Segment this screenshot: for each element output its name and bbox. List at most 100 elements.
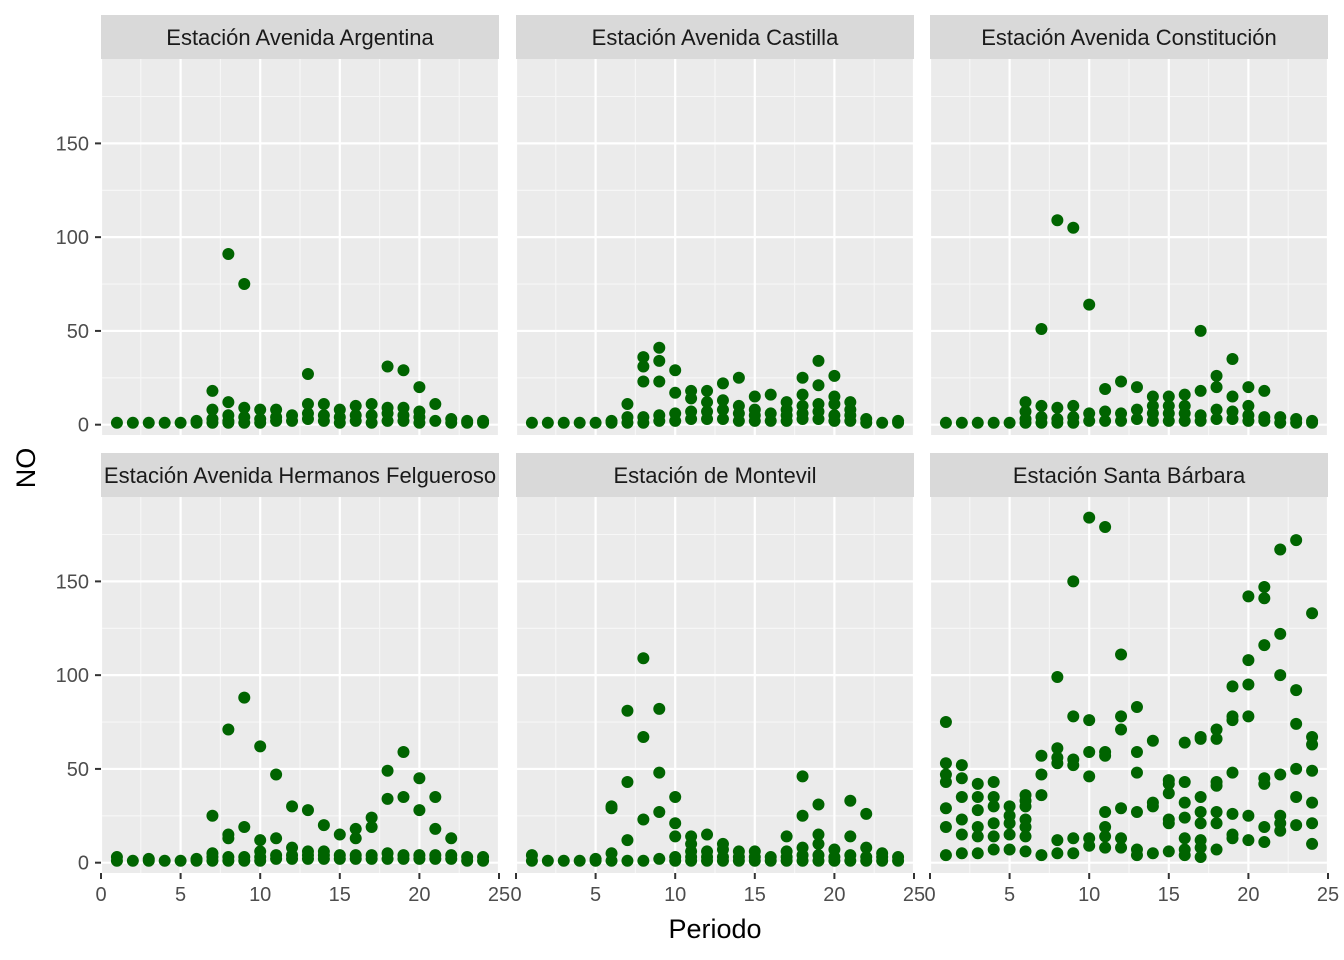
data-point — [365, 821, 378, 834]
data-point — [732, 399, 745, 412]
data-point — [1162, 390, 1175, 403]
data-point — [397, 791, 410, 804]
data-point — [413, 381, 426, 394]
data-point — [222, 828, 235, 841]
data-point — [796, 841, 809, 854]
data-point — [685, 830, 698, 843]
data-point — [206, 847, 219, 860]
data-point — [1019, 396, 1032, 409]
data-point — [1035, 789, 1048, 802]
data-point — [939, 821, 952, 834]
data-point — [653, 341, 666, 354]
x-tick-label: 0 — [510, 884, 521, 906]
facet-strip-label: Estación de Montevil — [614, 463, 817, 488]
data-point — [1290, 684, 1303, 697]
data-point — [270, 768, 283, 781]
data-point — [1115, 832, 1128, 845]
data-point — [1130, 381, 1143, 394]
data-point — [1258, 592, 1271, 605]
data-point — [1099, 405, 1112, 418]
data-point — [812, 828, 825, 841]
facet-strip-label: Estación Avenida Argentina — [166, 25, 434, 50]
data-point — [1242, 399, 1255, 412]
data-point — [1210, 732, 1223, 745]
data-point — [238, 691, 251, 704]
data-point — [1194, 817, 1207, 830]
x-axis-title: Periodo — [668, 914, 761, 944]
data-point — [445, 832, 458, 845]
data-point — [860, 841, 873, 854]
data-point — [1290, 717, 1303, 730]
data-point — [716, 413, 729, 426]
data-point — [939, 716, 952, 729]
data-point — [110, 416, 123, 429]
data-point — [270, 403, 283, 416]
data-point — [748, 845, 761, 858]
data-point — [1130, 806, 1143, 819]
data-point — [1067, 399, 1080, 412]
data-point — [477, 851, 490, 864]
points — [525, 341, 905, 429]
data-point — [1306, 796, 1319, 809]
data-point — [525, 849, 538, 862]
y-axis-title: NO — [11, 448, 41, 489]
data-point — [1051, 742, 1064, 755]
data-point — [1274, 768, 1287, 781]
data-point — [939, 768, 952, 781]
data-point — [1258, 639, 1271, 652]
data-point — [541, 854, 554, 867]
data-point — [158, 416, 171, 429]
data-point — [1099, 383, 1112, 396]
data-point — [1019, 789, 1032, 802]
data-point — [1146, 734, 1159, 747]
data-point — [589, 416, 602, 429]
data-point — [1146, 847, 1159, 860]
data-point — [1210, 381, 1223, 394]
data-point — [525, 416, 538, 429]
data-point — [1130, 766, 1143, 779]
data-point — [637, 360, 650, 373]
x-tick-label: 5 — [590, 884, 601, 906]
data-point — [1003, 800, 1016, 813]
data-point — [541, 416, 554, 429]
data-point — [1258, 384, 1271, 397]
x-tick-label: 5 — [175, 884, 186, 906]
x-tick-label: 20 — [823, 884, 845, 906]
data-point — [828, 390, 841, 403]
gridlines — [101, 497, 499, 873]
data-point — [1099, 806, 1112, 819]
data-point — [1146, 796, 1159, 809]
data-point — [317, 398, 330, 411]
data-point — [971, 416, 984, 429]
data-point — [349, 849, 362, 862]
y-tick-label: 0 — [78, 415, 89, 437]
data-point — [1178, 388, 1191, 401]
data-point — [397, 364, 410, 377]
panel: Estación Avenida Constitución — [930, 15, 1328, 435]
x-tick-label: 5 — [1004, 884, 1015, 906]
data-point — [1146, 390, 1159, 403]
data-point — [605, 414, 618, 427]
data-point — [701, 828, 714, 841]
data-point — [748, 403, 761, 416]
panel: Estación Avenida Castilla — [516, 15, 914, 435]
data-point — [1099, 821, 1112, 834]
data-point — [701, 845, 714, 858]
data-point — [1226, 807, 1239, 820]
data-point — [301, 804, 314, 817]
data-point — [653, 409, 666, 422]
data-point — [955, 416, 968, 429]
data-point — [397, 401, 410, 414]
data-point — [796, 371, 809, 384]
data-point — [1115, 648, 1128, 661]
data-point — [716, 837, 729, 850]
data-point — [238, 821, 251, 834]
data-point — [1067, 753, 1080, 766]
data-point — [1067, 411, 1080, 424]
data-point — [1051, 401, 1064, 414]
data-point — [1003, 416, 1016, 429]
data-point — [349, 832, 362, 845]
data-point — [1194, 409, 1207, 422]
gridlines — [930, 59, 1328, 435]
data-point — [812, 798, 825, 811]
